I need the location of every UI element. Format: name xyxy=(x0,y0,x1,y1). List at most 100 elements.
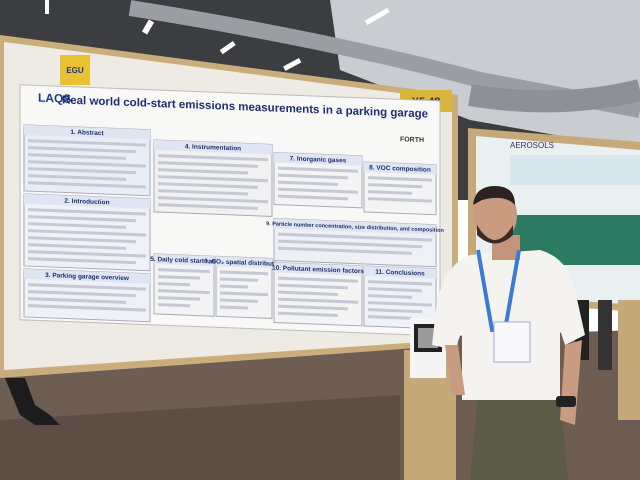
ceiling-light xyxy=(141,19,155,35)
panel-heading: 10. Pollutant emission factors xyxy=(272,265,364,276)
panel-content xyxy=(158,282,190,287)
panel-content xyxy=(28,304,146,312)
panel-heading: 2. Introduction xyxy=(64,198,109,207)
neighbor-leg xyxy=(618,300,640,420)
panel-header xyxy=(24,124,150,140)
duct xyxy=(128,0,640,118)
panel-content xyxy=(158,182,258,189)
board-tag-text: EGU xyxy=(66,66,84,75)
background-leg xyxy=(5,378,60,425)
panel-content xyxy=(278,297,358,304)
panel-content xyxy=(278,276,358,283)
beard xyxy=(477,225,513,244)
face xyxy=(473,187,517,243)
panel-content xyxy=(158,168,248,175)
panel-content xyxy=(278,232,432,242)
poster-logo: LAQS xyxy=(38,91,71,106)
ceiling-light xyxy=(219,40,236,55)
panel-heading: 4. Instrumentation xyxy=(185,143,241,152)
panel-content xyxy=(278,173,348,180)
panel-header xyxy=(24,193,150,209)
panel-content xyxy=(158,268,210,274)
panel-header xyxy=(274,262,362,276)
trousers xyxy=(470,395,568,480)
panel-content xyxy=(28,215,136,223)
panel-heading: 5. Daily cold start rate xyxy=(150,256,218,266)
panel-content xyxy=(368,294,412,299)
panel-content xyxy=(158,161,258,168)
panel-content xyxy=(368,315,412,320)
panel-header xyxy=(24,268,150,284)
panel-content xyxy=(220,270,268,276)
panel-content xyxy=(158,296,200,301)
panel-content xyxy=(28,139,146,147)
panel-content xyxy=(220,277,258,282)
panel-header xyxy=(216,256,272,269)
panel-content xyxy=(278,283,348,290)
panel-content xyxy=(368,197,432,203)
panel-heading: 8. VOC composition xyxy=(369,164,431,173)
panel-content xyxy=(28,174,126,181)
panel-content xyxy=(278,304,348,311)
floor-shadow xyxy=(0,395,400,480)
watch xyxy=(556,396,576,407)
panel-content xyxy=(368,301,432,307)
panel-content xyxy=(28,208,146,216)
panel-content xyxy=(28,229,146,237)
panel-header xyxy=(364,161,436,175)
panel-content xyxy=(158,275,200,280)
panel-header xyxy=(274,152,362,166)
panel-content xyxy=(28,160,146,168)
panel-content xyxy=(28,236,136,244)
panel-content xyxy=(278,239,422,249)
panel-header xyxy=(154,139,272,155)
panel-content xyxy=(28,297,126,304)
ceiling-light xyxy=(283,58,302,71)
panel-content xyxy=(28,146,136,154)
presenter xyxy=(432,186,585,480)
panel-content xyxy=(28,153,126,160)
panel-header xyxy=(274,218,436,235)
panel-content xyxy=(158,175,268,183)
panel-content xyxy=(28,181,146,189)
panel-heading: 6. CO₂ spatial distribution xyxy=(204,258,284,268)
panel-content xyxy=(158,203,258,210)
board-tag xyxy=(60,55,90,85)
panel-content xyxy=(158,154,268,162)
panel-content xyxy=(28,257,136,265)
panel-content xyxy=(220,298,258,303)
panel-content xyxy=(220,291,268,297)
neighbor-header xyxy=(510,155,640,185)
hair xyxy=(473,186,515,205)
panel-content xyxy=(368,183,422,189)
panel-content xyxy=(158,303,190,308)
panel-content xyxy=(368,287,422,293)
panel-content xyxy=(158,189,248,196)
panel-content xyxy=(158,196,268,204)
panel-content xyxy=(368,176,432,182)
panel-content xyxy=(220,284,248,289)
poster-institute: FORTH xyxy=(400,136,424,144)
panel-content xyxy=(28,290,136,298)
panel-heading: 11. Conclusions xyxy=(375,269,425,278)
panel-content xyxy=(278,311,338,317)
duct xyxy=(468,79,640,113)
panel-content xyxy=(28,283,146,291)
neighbor-logo: AEROSOLS xyxy=(510,141,554,150)
ceiling-light xyxy=(45,0,49,14)
panel-content xyxy=(278,187,358,194)
ceiling-light xyxy=(364,7,390,26)
poster: LAQS Real world cold-start emissions mea… xyxy=(19,84,445,337)
panel-content xyxy=(28,167,136,175)
panel-heading: 1. Abstract xyxy=(70,129,104,137)
panel-content xyxy=(220,305,248,310)
panel-content xyxy=(278,246,412,255)
arm xyxy=(445,345,465,395)
panel-content xyxy=(28,243,126,250)
panel-content xyxy=(278,194,348,201)
panel-content xyxy=(28,250,146,258)
panel-header xyxy=(154,253,214,267)
panel-content xyxy=(28,222,126,229)
panel-content xyxy=(368,280,432,286)
